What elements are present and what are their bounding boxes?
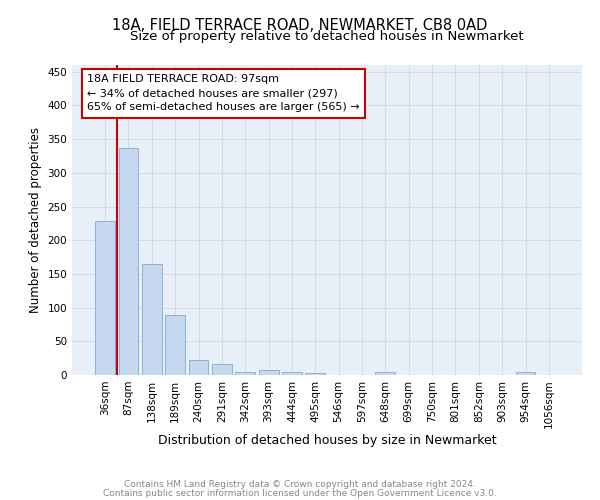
Bar [165,315,185,375]
Bar [235,372,255,375]
Bar [212,364,232,375]
Text: 18A, FIELD TERRACE ROAD, NEWMARKET, CB8 0AD: 18A, FIELD TERRACE ROAD, NEWMARKET, CB8 … [112,18,488,32]
Title: Size of property relative to detached houses in Newmarket: Size of property relative to detached ho… [130,30,524,43]
Bar [259,370,278,375]
Bar [119,148,139,375]
Text: 18A FIELD TERRACE ROAD: 97sqm
← 34% of detached houses are smaller (297)
65% of : 18A FIELD TERRACE ROAD: 97sqm ← 34% of d… [88,74,360,112]
Bar [305,373,325,375]
Bar [282,372,302,375]
Bar [188,360,208,375]
Text: Contains HM Land Registry data © Crown copyright and database right 2024.: Contains HM Land Registry data © Crown c… [124,480,476,489]
Bar [95,220,115,375]
Bar [376,372,395,375]
Text: Contains public sector information licensed under the Open Government Licence v3: Contains public sector information licen… [103,488,497,498]
Y-axis label: Number of detached properties: Number of detached properties [29,127,42,313]
Bar [142,264,162,375]
X-axis label: Distribution of detached houses by size in Newmarket: Distribution of detached houses by size … [158,434,496,447]
Bar [515,372,535,375]
